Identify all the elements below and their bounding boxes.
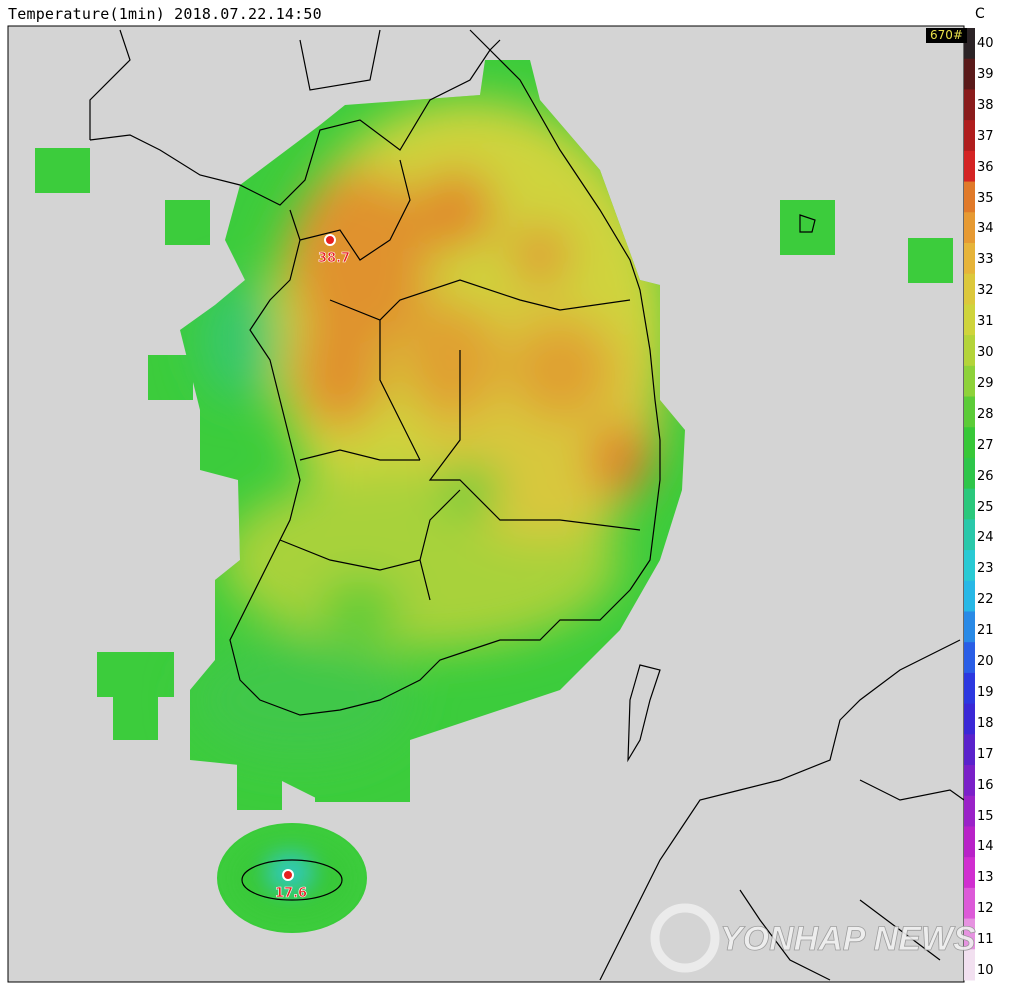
color-scale-segment — [964, 672, 975, 705]
color-scale-segment — [964, 457, 975, 490]
max-marker: 38.7 — [318, 234, 350, 266]
color-scale-segment — [964, 795, 975, 827]
color-scale-segment — [964, 826, 975, 858]
color-scale-tick-label: 21 — [977, 623, 994, 639]
color-scale-segment — [964, 58, 975, 90]
color-scale-segment — [964, 304, 975, 336]
color-scale-tick-label: 28 — [977, 406, 994, 422]
color-scale-tick-label: 25 — [977, 499, 994, 515]
color-scale-tick-label: 11 — [977, 932, 994, 948]
color-scale-tick-label: 40 — [977, 36, 994, 51]
color-scale-tick-label: 24 — [977, 530, 994, 546]
color-scale-tick-label: 30 — [977, 345, 994, 360]
color-scale-segment — [964, 765, 975, 797]
color-scale-segment — [964, 120, 975, 152]
max-value-label: 38.7 — [318, 251, 350, 266]
color-scale-segment — [964, 396, 975, 428]
color-scale-segment — [964, 212, 975, 244]
color-scale-tick-label: 14 — [977, 839, 994, 855]
color-scale-segment — [964, 949, 975, 981]
color-scale-tick-label: 34 — [977, 221, 994, 237]
color-scale-tick-label: 32 — [977, 283, 994, 299]
coastlines — [89, 29, 965, 981]
color-scale-segment — [964, 734, 975, 766]
color-scale-segment — [964, 703, 975, 735]
unit-label: C — [975, 6, 985, 22]
color-scale-segment — [964, 242, 975, 275]
color-scale-segment — [964, 488, 975, 520]
color-scale-tick-label: 31 — [977, 314, 994, 330]
color-scale-tick-label: 22 — [977, 592, 994, 608]
color-scale-tick-label: 18 — [977, 715, 994, 731]
color-scale-segment — [964, 335, 975, 367]
color-scale-tick-label: 20 — [977, 654, 994, 669]
color-scale-tick-label: 16 — [977, 777, 994, 793]
color-scale-tick-label: 23 — [977, 561, 994, 577]
color-scale-segment — [964, 887, 975, 920]
color-scale-tick-label: 37 — [977, 128, 994, 144]
color-scale-segment — [964, 580, 975, 612]
color-scale-tick-label: 35 — [977, 190, 994, 206]
color-scale-segment — [964, 550, 975, 582]
min-value-label: 17.6 — [275, 886, 307, 901]
color-scale-tick-label: 27 — [977, 437, 994, 453]
color-scale-segment — [964, 611, 975, 643]
color-scale-segment — [964, 427, 975, 459]
color-scale-segment — [964, 642, 975, 674]
color-scale-tick-label: 15 — [977, 808, 994, 824]
color-scale-segment — [964, 28, 975, 60]
color-scale-segment — [964, 150, 975, 183]
color-scale-segment — [964, 89, 975, 121]
station-count: 670# — [926, 28, 967, 43]
color-scale-segment — [964, 181, 975, 213]
color-scale-bar — [964, 28, 975, 981]
color-scale-tick-label: 13 — [977, 870, 994, 886]
color-scale-tick-label: 17 — [977, 746, 994, 762]
color-scale-segment — [964, 519, 975, 551]
color-scale-tick-label: 10 — [977, 963, 994, 978]
color-scale-tick-label: 38 — [977, 97, 994, 113]
color-scale-tick-label: 33 — [977, 252, 994, 268]
color-scale-tick-label: 29 — [977, 375, 994, 391]
color-scale-tick-label: 19 — [977, 684, 994, 700]
map-title: Temperature(1min) 2018.07.22.14:50 — [8, 5, 322, 23]
color-scale-tick-label: 39 — [977, 66, 994, 82]
watermark-text: YONHAP NEWS — [720, 920, 976, 958]
color-scale-tick-label: 26 — [977, 468, 994, 484]
color-scale-segment — [964, 273, 975, 305]
color-scale-segment — [964, 918, 975, 950]
color-scale-segment — [964, 857, 975, 889]
watermark-logo: YONHAP NEWS — [650, 900, 1010, 980]
color-scale-segment — [964, 365, 975, 398]
color-scale-tick-label: 36 — [977, 159, 994, 175]
min-marker: 17.6 — [275, 869, 307, 901]
color-scale-tick-label: 12 — [977, 901, 994, 917]
